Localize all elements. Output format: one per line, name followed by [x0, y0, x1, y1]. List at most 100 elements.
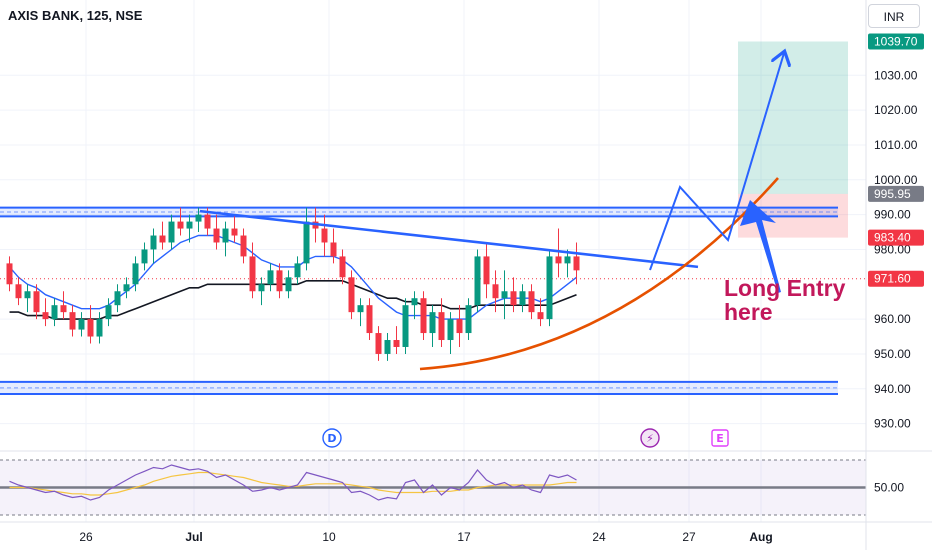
candle [294, 256, 301, 285]
candle [231, 214, 238, 243]
moving-averages [0, 234, 866, 320]
candle-body [24, 291, 31, 299]
candles[interactable] [6, 207, 580, 361]
time-tick-label: 17 [457, 530, 471, 544]
candle-body [375, 333, 382, 354]
candle-body [357, 305, 364, 313]
candle [42, 298, 49, 327]
candle [168, 214, 175, 250]
time-tick-label: Aug [749, 530, 772, 544]
price-badge-label: 971.60 [874, 272, 911, 286]
candle-body [33, 291, 40, 313]
candle [123, 277, 130, 299]
candle-body [222, 228, 229, 243]
rounding-bottom-curve [419, 177, 779, 371]
event-circle [640, 428, 660, 448]
price-tick-label: 980.00 [874, 242, 911, 256]
candle [510, 277, 517, 313]
time-axis[interactable]: 26 Jul 10 17 24 27 Aug [0, 521, 932, 544]
candle-body [528, 291, 535, 313]
candle-body [303, 221, 310, 264]
candle [438, 298, 445, 347]
price-badge [868, 229, 924, 246]
candle [33, 284, 40, 320]
event-marker: D [322, 428, 342, 448]
candle [384, 333, 391, 361]
candle [195, 207, 202, 233]
symbol-title[interactable]: AXIS BANK, 125, NSE [8, 8, 143, 23]
rsi-line [9, 464, 577, 501]
price-tick-label: 1010.00 [874, 138, 918, 152]
price-badge-label: 983.40 [874, 231, 911, 245]
candle [105, 298, 112, 327]
candle [492, 270, 499, 313]
candle-body [483, 256, 490, 285]
candle-body [60, 305, 67, 313]
candle [456, 305, 463, 347]
candle [24, 284, 31, 313]
currency-button[interactable]: INR [868, 4, 920, 28]
price-tick-label: 1030.00 [874, 68, 918, 82]
price-tick-label: 960.00 [874, 312, 911, 326]
grid [0, 0, 866, 522]
candle-body [465, 305, 472, 334]
event-marker: E [711, 429, 729, 447]
price-axis[interactable]: 1030.00 1020.00 1010.00 1000.00 990.00 980.00… [865, 0, 924, 550]
candle-body [276, 270, 283, 292]
candle [564, 249, 571, 278]
candle-body [501, 291, 508, 299]
candle-body [123, 284, 130, 292]
entry-arrow [740, 200, 781, 293]
candle [96, 312, 103, 344]
candle [60, 291, 67, 320]
candle-body [510, 291, 517, 306]
event-circle [322, 428, 342, 448]
ma-slow-line [9, 279, 577, 320]
price-badge-label: 1039.70 [874, 34, 918, 48]
time-tick-label: 10 [322, 530, 336, 544]
candle-body [411, 298, 418, 306]
candle [411, 291, 418, 320]
candle [537, 298, 544, 327]
candle-body [195, 214, 202, 222]
candle-body [321, 228, 328, 243]
candle-body [492, 284, 499, 299]
candle [186, 214, 193, 243]
candle-body [339, 256, 346, 278]
candle-body [204, 214, 211, 229]
candle [69, 305, 76, 337]
event-markers: D ⚡ E [322, 428, 729, 448]
candle [555, 228, 562, 278]
candle [465, 298, 472, 341]
candle-body [105, 305, 112, 320]
candle-body [294, 263, 301, 278]
support-band [0, 381, 838, 395]
candle [483, 242, 490, 299]
candle-body [6, 263, 13, 285]
candle-body [573, 256, 580, 271]
candle [348, 270, 355, 320]
candle [501, 270, 508, 320]
candle-body [159, 235, 166, 243]
candle [546, 249, 553, 327]
candle-body [51, 305, 58, 320]
candle [285, 270, 292, 299]
candle [222, 221, 229, 257]
candle [321, 214, 328, 257]
candle [474, 249, 481, 313]
price-badge [868, 33, 924, 50]
price-badge-label: 995.95 [874, 187, 911, 201]
rsi-pane [0, 450, 932, 516]
candle-body [132, 263, 139, 285]
time-tick-label: 24 [592, 530, 606, 544]
profit-zone [738, 41, 848, 194]
candle [519, 284, 526, 313]
candle [249, 242, 256, 299]
candle-body [240, 235, 247, 257]
projection-path [649, 53, 784, 271]
price-tick-label: 950.00 [874, 347, 911, 361]
drawings-front [199, 53, 784, 371]
candle-body [546, 256, 553, 320]
candle [429, 305, 436, 347]
